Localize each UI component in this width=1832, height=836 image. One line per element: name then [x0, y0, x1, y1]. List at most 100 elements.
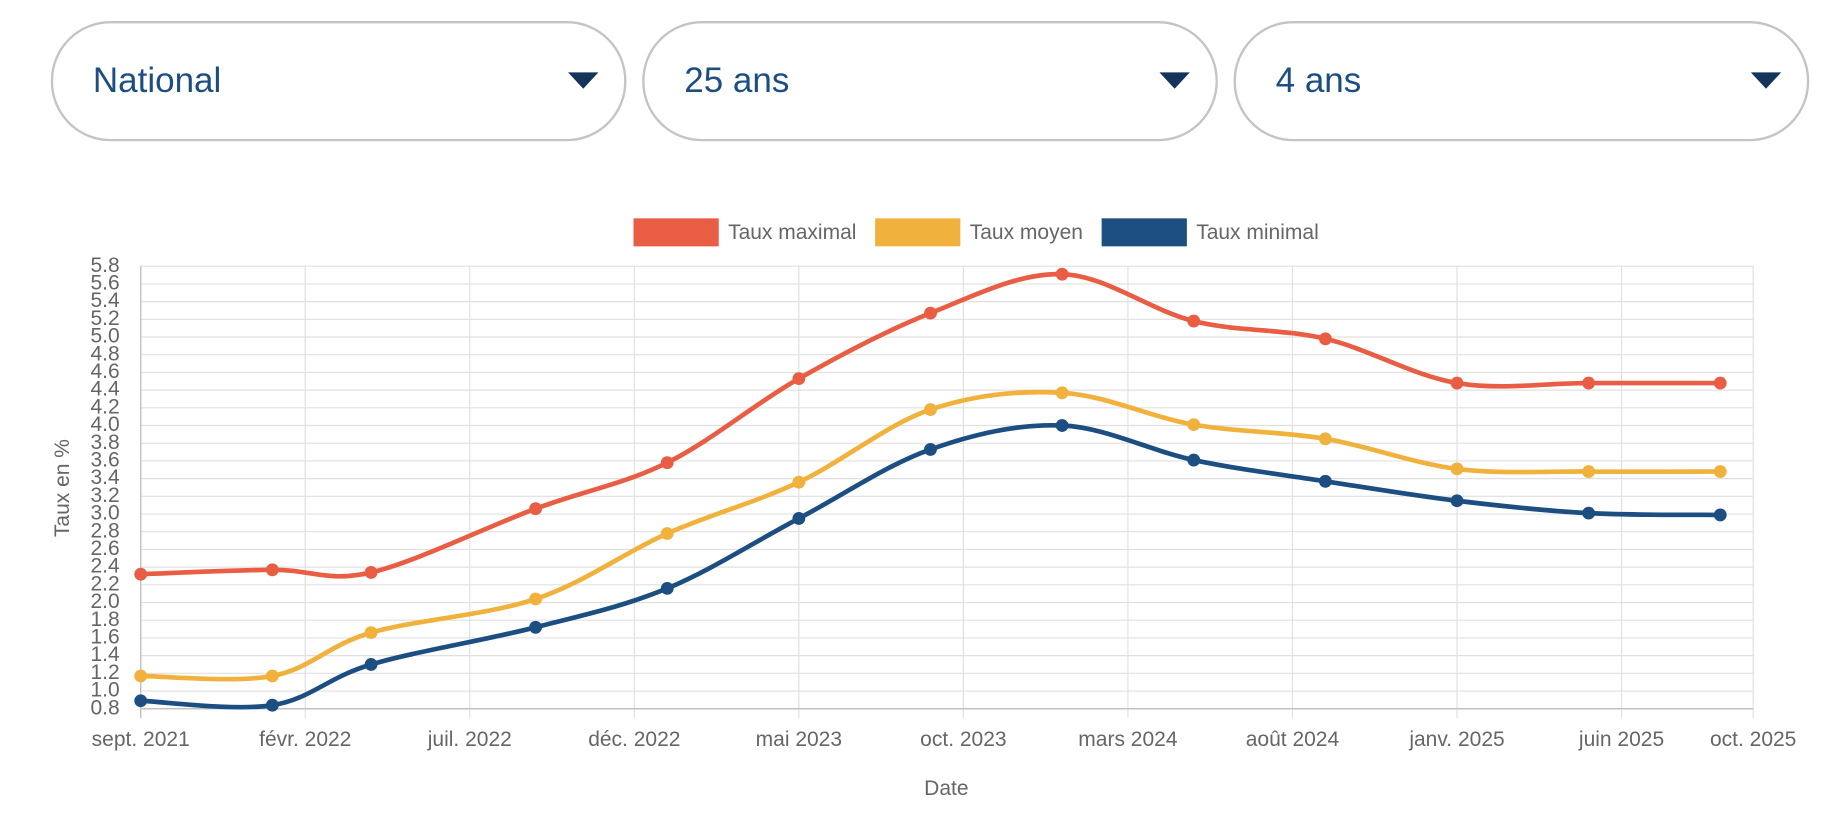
data-point: [364, 658, 378, 671]
data-point: [1582, 376, 1596, 390]
dropdown-label: 4 ans: [1276, 61, 1362, 100]
data-point: [924, 442, 937, 456]
data-point: [792, 372, 806, 386]
data-point: [1713, 376, 1727, 390]
data-point: [1450, 462, 1464, 476]
y-tick-label: 5.4: [90, 289, 120, 312]
data-point: [134, 694, 148, 708]
x-tick-label: août 2024: [1246, 728, 1340, 751]
data-point: [364, 566, 378, 579]
x-tick-label: juin 2025: [1578, 728, 1664, 751]
y-tick-label: 3.8: [90, 431, 119, 454]
y-tick-label: 3.2: [90, 484, 119, 507]
data-point: [1582, 465, 1596, 478]
dropdown-arrow: [568, 72, 599, 89]
data-point: [1318, 474, 1332, 488]
filters: National 25 ans 4 ans: [50, 21, 1810, 142]
y-tick-label: 5.0: [90, 325, 119, 348]
data-point: [1055, 386, 1069, 400]
y-tick-label: 1.4: [90, 643, 120, 666]
y-tick-label: 4.8: [90, 342, 119, 365]
y-tick-label: 3.4: [90, 466, 120, 489]
data-point: [529, 502, 543, 516]
data-point: [134, 567, 148, 581]
legend-swatch: [633, 218, 719, 247]
y-tick-label: 1.2: [90, 661, 119, 684]
data-point: [529, 592, 543, 606]
data-point: [660, 527, 674, 540]
dropdown-arrow: [1159, 72, 1190, 89]
legend-swatch: [1101, 218, 1187, 247]
x-tick-label: févr. 2022: [259, 728, 351, 751]
y-tick-label: 1.6: [90, 625, 119, 648]
legend-label: Taux maximal: [728, 221, 856, 244]
data-point: [529, 620, 543, 634]
x-tick-label: oct. 2025: [1710, 728, 1796, 751]
data-point: [1450, 494, 1464, 508]
dropdown-label: National: [93, 61, 221, 100]
y-tick-label: 4.6: [90, 360, 119, 383]
y-tick-label: 2.0: [90, 590, 119, 613]
data-point: [1582, 506, 1596, 520]
x-tick-label: mars 2024: [1078, 728, 1178, 751]
y-tick-label: 5.8: [90, 254, 119, 277]
y-tick-label: 0.8: [90, 696, 119, 719]
y-tick-label: 3.0: [90, 502, 119, 525]
data-point: [1450, 376, 1464, 390]
data-point: [1055, 267, 1069, 281]
y-tick-label: 1.8: [90, 608, 119, 631]
data-point: [1713, 465, 1727, 478]
data-point: [660, 581, 674, 595]
y-tick-label: 2.6: [90, 537, 119, 560]
legend: Taux maximal Taux moyen Taux minimal: [633, 218, 1319, 247]
data-point: [660, 456, 674, 470]
y-tick-label: 2.2: [90, 572, 119, 595]
y-tick-label: 4.4: [90, 378, 120, 401]
data-point: [1318, 432, 1332, 446]
dropdown-box: [642, 21, 1218, 142]
dropdown[interactable]: 4 ans: [1233, 21, 1810, 142]
data-point: [265, 698, 279, 712]
data-point: [265, 669, 279, 683]
y-tick-label: 2.8: [90, 519, 119, 542]
data-point: [924, 403, 937, 417]
data-point: [134, 669, 148, 683]
dropdown-box: [1233, 21, 1810, 142]
x-tick-label: sept. 2021: [92, 728, 190, 751]
legend-label: Taux moyen: [970, 221, 1083, 244]
x-tick-label: déc. 2022: [588, 728, 680, 751]
dropdown-box: [50, 21, 627, 142]
data-point: [1713, 508, 1727, 522]
dropdown-label: 25 ans: [684, 61, 789, 100]
y-axis-title: Taux en %: [51, 439, 74, 537]
y-tick-label: 4.0: [90, 413, 119, 436]
x-tick-label: juil. 2022: [427, 728, 512, 751]
legend-label: Taux minimal: [1196, 221, 1319, 244]
data-point: [265, 563, 279, 577]
y-tick-label: 5.2: [90, 307, 119, 330]
x-tick-label: janv. 2025: [1408, 728, 1504, 751]
x-tick-label: oct. 2023: [920, 728, 1006, 751]
y-tick-label: 4.2: [90, 395, 119, 418]
dropdown[interactable]: National: [50, 21, 627, 142]
y-tick-label: 3.6: [90, 448, 119, 471]
data-point: [1318, 332, 1332, 346]
series-line: [140, 422, 1721, 710]
y-tick-label: 5.6: [90, 271, 119, 294]
y-tick-label: 2.4: [90, 555, 120, 578]
data-point: [1187, 418, 1201, 432]
data-point: [792, 512, 806, 525]
legend-swatch: [875, 218, 961, 247]
data-point: [364, 626, 378, 640]
dropdown-arrow: [1750, 72, 1782, 89]
data-point: [792, 475, 806, 489]
x-tick-label: mai 2023: [756, 728, 842, 751]
y-tick-label: 1.0: [90, 679, 119, 702]
data-point: [1187, 453, 1201, 467]
data-point: [924, 306, 937, 320]
dropdown[interactable]: 25 ans: [642, 21, 1218, 142]
x-axis-title: Date: [924, 777, 968, 800]
data-point: [1187, 314, 1201, 328]
series-line: [140, 389, 1721, 682]
